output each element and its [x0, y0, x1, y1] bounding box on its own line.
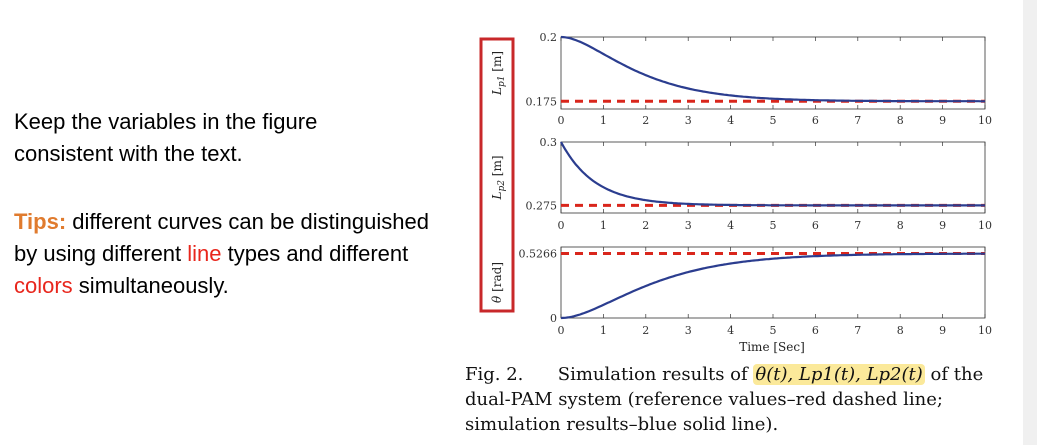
x-tick-label: 8: [897, 219, 904, 232]
x-tick-label: 2: [642, 324, 649, 337]
caption-text-1: Simulation results of: [557, 364, 754, 385]
simulation-curve: [560, 252, 985, 320]
x-tick-label: 4: [727, 324, 734, 337]
figure-caption: Fig. 2. Simulation results of θ(t), Lp1(…: [465, 362, 1030, 437]
x-tick-label: 4: [727, 114, 734, 127]
x-tick-label: 4: [727, 219, 734, 232]
caption-text-2: of the dual-PAM system (reference values…: [465, 364, 984, 435]
x-tick-label: 5: [770, 114, 777, 127]
scrollbar[interactable]: [1023, 0, 1037, 445]
x-tick-label: 0: [558, 219, 565, 232]
y-axis-label: Lp2 [m]: [490, 155, 507, 200]
y-tick-label-bottom: 0: [550, 312, 557, 325]
x-tick-label: 7: [854, 219, 861, 232]
simulation-curve: [560, 35, 985, 103]
x-axis-label: Time [Sec]: [739, 340, 805, 354]
x-tick-label: 8: [897, 324, 904, 337]
intro-text: Keep the variables in the figure consist…: [14, 109, 318, 166]
caption-highlight: θ(t), Lp1(t), Lp2(t): [753, 364, 925, 385]
y-tick-label-bottom: 0.175: [526, 95, 558, 108]
y-tick-label-top: 0.5266: [519, 248, 558, 261]
plot-2-axes: [560, 141, 986, 214]
plot-1-axes: [560, 36, 986, 110]
x-tick-label: 5: [770, 219, 777, 232]
tips-label: Tips:: [14, 209, 67, 234]
x-tick-label: 6: [812, 324, 819, 337]
x-tick-label: 1: [600, 219, 607, 232]
x-tick-label: 1: [600, 114, 607, 127]
x-tick-label: 6: [812, 114, 819, 127]
tips-text-a: different curves can be distinguished by…: [14, 209, 429, 266]
y-tick-label-top: 0.2: [540, 31, 558, 44]
x-tick-label: 2: [642, 114, 649, 127]
y-tick-label-bottom: 0.275: [526, 199, 558, 212]
x-tick-label: 5: [770, 324, 777, 337]
tips-text-b: types and different: [221, 241, 409, 266]
x-tick-label: 3: [685, 114, 692, 127]
x-tick-label: 10: [978, 114, 992, 127]
caption-prefix: Fig. 2.: [465, 364, 524, 385]
x-tick-label: 7: [854, 324, 861, 337]
x-tick-label: 8: [897, 114, 904, 127]
y-axis-label: Lp1 [m]: [490, 51, 507, 96]
x-tick-label: 9: [939, 219, 946, 232]
x-tick-label: 10: [978, 324, 992, 337]
x-tick-label: 3: [685, 219, 692, 232]
tips-text: Tips: different curves can be distinguis…: [14, 206, 429, 302]
y-tick-label-top: 0.3: [540, 136, 558, 149]
tips-word-colors: colors: [14, 273, 73, 298]
x-tick-label: 9: [939, 324, 946, 337]
simulation-curve: [560, 141, 985, 207]
tips-text-c: simultaneously.: [72, 273, 229, 298]
x-tick-label: 10: [978, 219, 992, 232]
tips-word-line: line: [187, 241, 222, 266]
x-tick-label: 3: [685, 324, 692, 337]
x-tick-label: 0: [558, 324, 565, 337]
x-tick-label: 0: [558, 114, 565, 127]
x-tick-label: 6: [812, 219, 819, 232]
y-axis-label: θ [rad]: [490, 262, 504, 303]
x-tick-label: 2: [642, 219, 649, 232]
x-tick-label: 1: [600, 324, 607, 337]
ylabel-highlight-box: [479, 37, 515, 313]
x-tick-label: 7: [854, 114, 861, 127]
x-tick-label: 9: [939, 114, 946, 127]
